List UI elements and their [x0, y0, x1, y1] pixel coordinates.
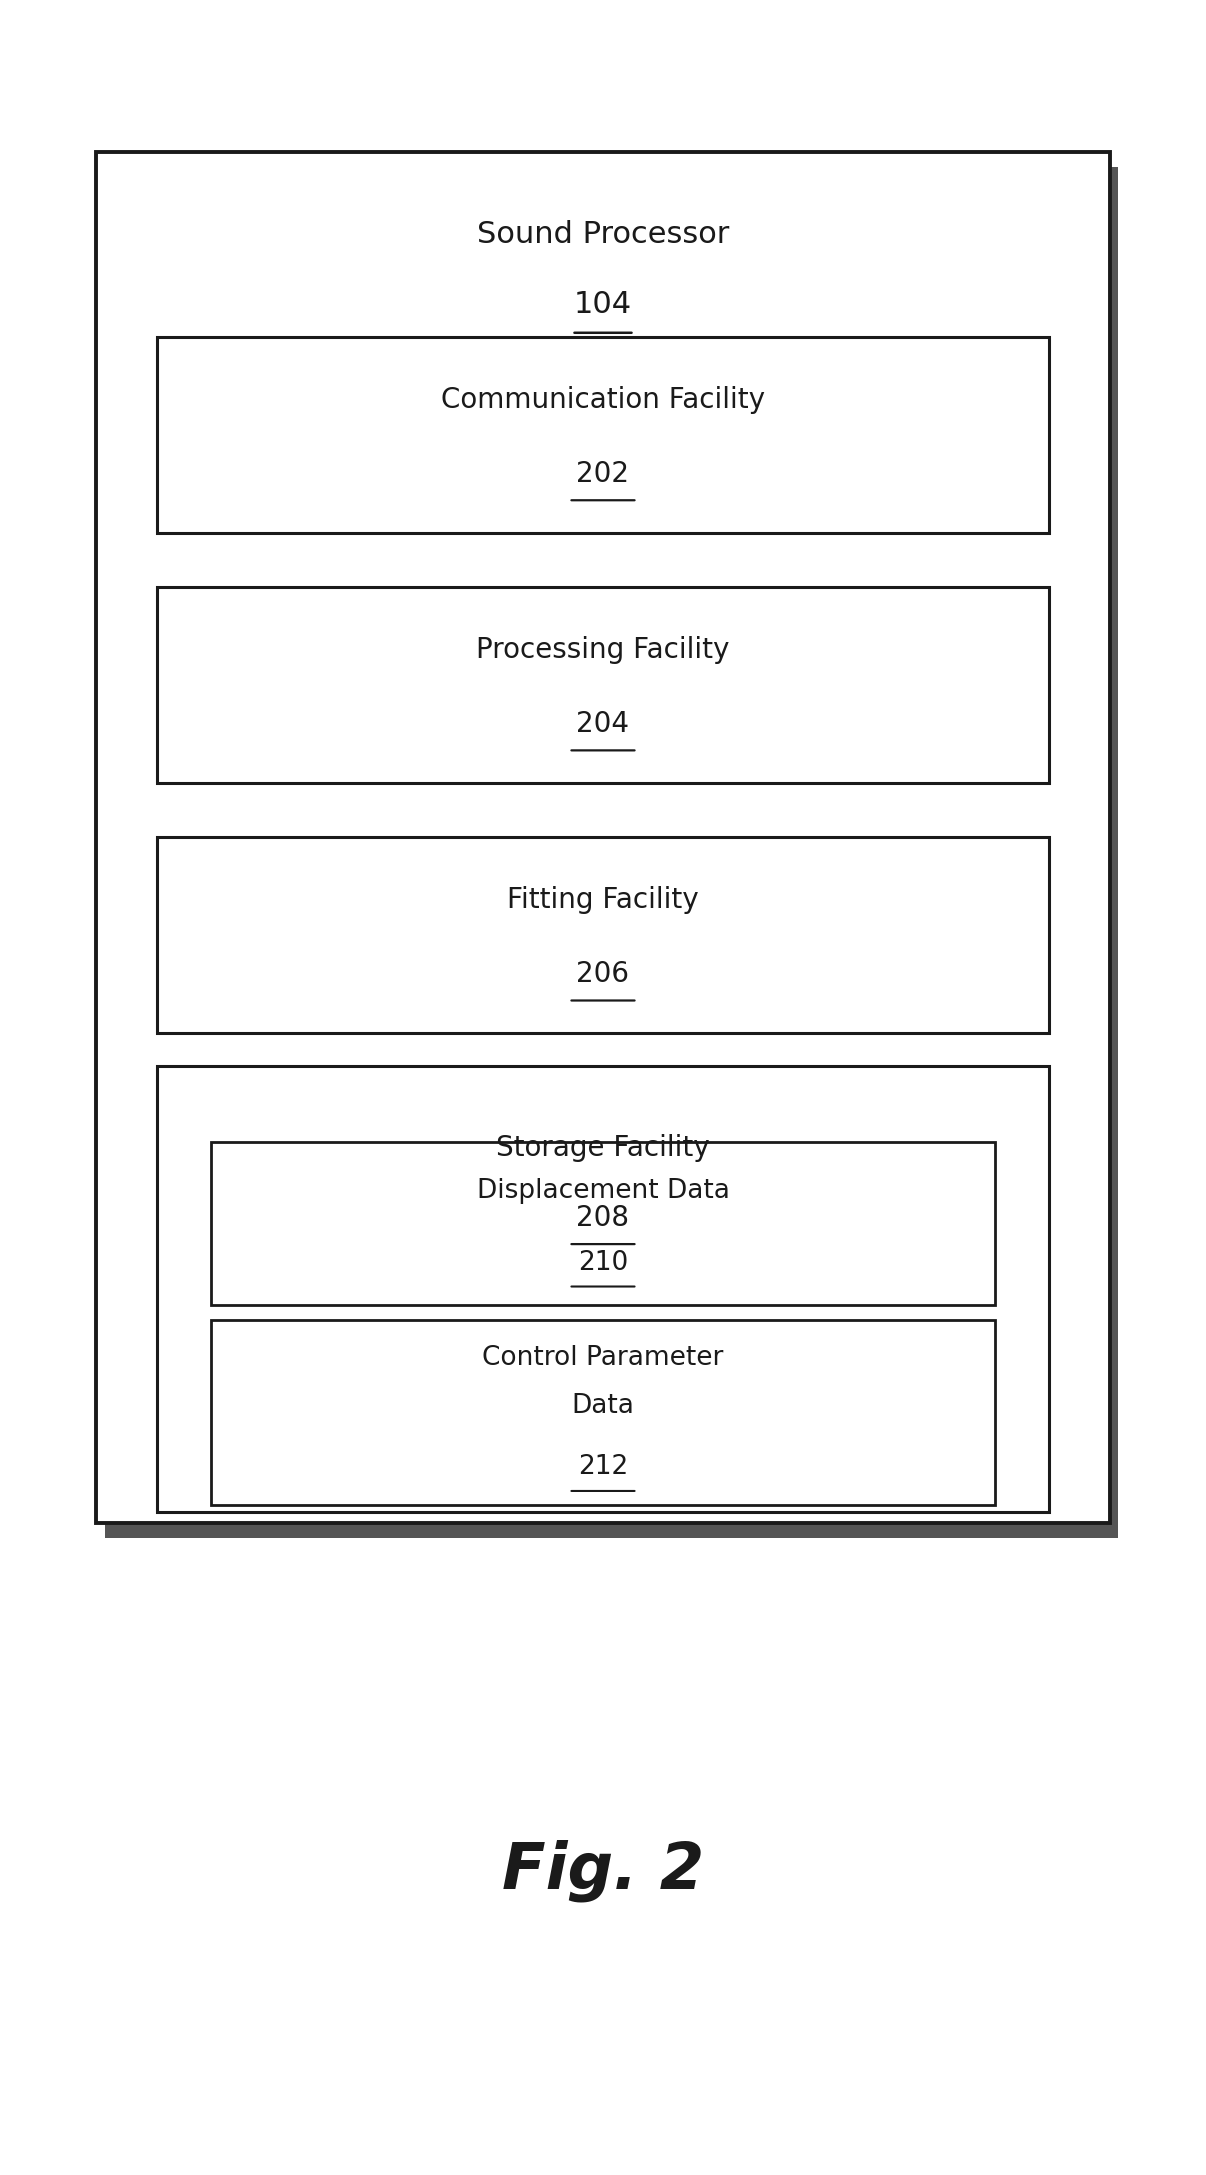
Text: 104: 104	[574, 289, 632, 320]
Bar	[211, 1142, 995, 1305]
Text: 204: 204	[576, 711, 630, 737]
Bar	[165, 602, 1058, 798]
Bar	[105, 167, 1118, 1538]
Text: 210: 210	[578, 1251, 628, 1275]
Bar	[157, 587, 1049, 783]
Text: Fitting Facility: Fitting Facility	[508, 887, 698, 914]
Text: Fig. 2: Fig. 2	[502, 1840, 704, 1901]
Bar	[157, 337, 1049, 533]
Text: Control Parameter: Control Parameter	[482, 1346, 724, 1370]
Text: Processing Facility: Processing Facility	[476, 637, 730, 663]
Bar	[157, 1066, 1049, 1512]
Text: Sound Processor: Sound Processor	[476, 220, 730, 250]
Text: 212: 212	[578, 1455, 628, 1479]
Bar	[157, 837, 1049, 1033]
Bar	[211, 1320, 995, 1505]
Bar	[165, 1081, 1058, 1527]
Bar	[219, 1335, 1003, 1520]
Text: Data: Data	[572, 1394, 634, 1418]
Bar	[165, 352, 1058, 548]
Bar	[165, 853, 1058, 1048]
Text: Displacement Data: Displacement Data	[476, 1179, 730, 1203]
Bar	[219, 1157, 1003, 1320]
Text: Communication Facility: Communication Facility	[441, 387, 765, 413]
Text: 202: 202	[576, 461, 630, 487]
Text: 206: 206	[576, 961, 630, 987]
Bar	[96, 152, 1110, 1522]
Text: 208: 208	[576, 1205, 630, 1231]
Text: Storage Facility: Storage Facility	[496, 1135, 710, 1161]
